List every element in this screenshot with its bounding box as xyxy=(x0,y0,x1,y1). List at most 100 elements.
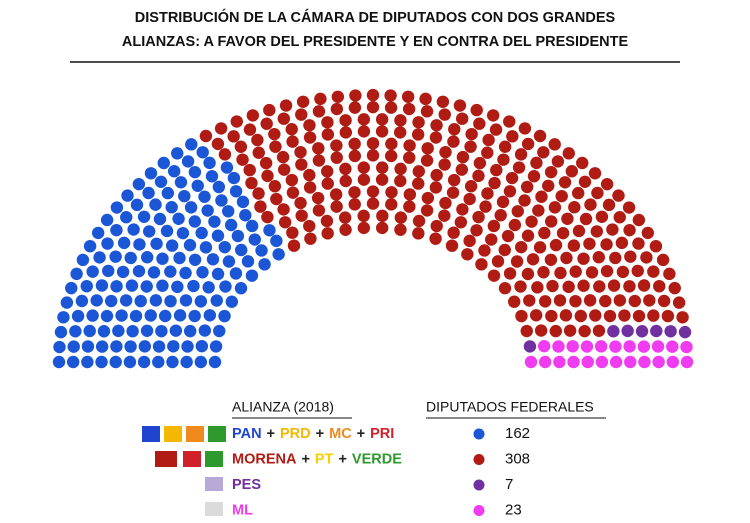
seat xyxy=(110,223,123,237)
seat xyxy=(510,255,524,268)
seat xyxy=(618,309,631,322)
seat xyxy=(651,340,665,353)
seat xyxy=(672,296,686,309)
seat xyxy=(321,128,335,141)
seat xyxy=(181,340,194,353)
seat xyxy=(590,225,603,238)
seat xyxy=(572,224,586,238)
seat xyxy=(53,340,66,354)
seat xyxy=(552,340,565,353)
seat xyxy=(569,294,582,308)
seat xyxy=(86,309,99,322)
seat xyxy=(202,281,215,294)
seat xyxy=(638,355,651,369)
seat xyxy=(463,192,476,206)
seat xyxy=(578,324,591,338)
seat xyxy=(110,280,123,293)
legend-header: DIPUTADOS FEDERALES xyxy=(426,399,594,415)
seat xyxy=(668,281,681,295)
seat xyxy=(330,151,343,164)
seat xyxy=(375,221,389,235)
seat xyxy=(420,105,434,118)
seat xyxy=(188,215,202,228)
seat xyxy=(165,201,178,214)
seat xyxy=(653,279,666,293)
seat xyxy=(185,138,198,151)
seat xyxy=(592,250,606,264)
seat xyxy=(179,266,192,280)
seat xyxy=(254,200,267,213)
legend-part: + xyxy=(338,451,346,467)
seat xyxy=(174,176,188,189)
seat xyxy=(295,108,308,121)
seat xyxy=(116,265,130,279)
seat xyxy=(245,176,258,190)
seat xyxy=(394,162,407,176)
seat xyxy=(663,267,676,281)
seat xyxy=(100,213,114,227)
seat xyxy=(241,255,255,268)
seat xyxy=(376,161,389,174)
seat xyxy=(243,163,256,177)
seat xyxy=(411,128,425,141)
seat xyxy=(436,95,450,108)
seat xyxy=(208,355,222,369)
seat xyxy=(580,340,594,353)
seat xyxy=(567,239,581,252)
seat xyxy=(339,162,352,176)
seat xyxy=(110,340,123,353)
seat xyxy=(304,232,317,245)
seat xyxy=(117,236,131,250)
seat xyxy=(623,340,636,353)
seat xyxy=(167,340,180,353)
seat xyxy=(556,226,570,240)
seat xyxy=(548,201,562,214)
seat xyxy=(498,243,511,257)
seat xyxy=(527,170,541,183)
seat xyxy=(196,146,209,159)
seat xyxy=(593,280,606,293)
seat xyxy=(295,209,308,222)
seat xyxy=(385,186,398,199)
seat xyxy=(349,89,362,102)
seat xyxy=(542,179,555,192)
seat xyxy=(637,340,651,353)
seat xyxy=(553,294,567,307)
seat xyxy=(121,189,134,202)
seat xyxy=(609,251,622,265)
seat xyxy=(637,279,651,292)
seat xyxy=(506,130,519,143)
seat xyxy=(227,130,240,143)
seat xyxy=(538,226,551,240)
seat xyxy=(512,161,526,174)
seat xyxy=(621,324,634,338)
seat xyxy=(229,185,243,198)
seat-count: 7 xyxy=(505,476,513,493)
seat xyxy=(143,225,156,238)
seat xyxy=(488,176,501,190)
seat xyxy=(623,223,636,237)
seat xyxy=(100,309,114,323)
seat xyxy=(169,324,183,337)
seat xyxy=(505,171,519,185)
seat xyxy=(203,156,216,170)
seat xyxy=(613,211,626,224)
seat xyxy=(110,201,124,214)
seat xyxy=(641,226,655,240)
seat xyxy=(60,296,74,309)
seat xyxy=(412,177,425,190)
seat xyxy=(666,355,680,369)
legend-part: MORENA xyxy=(232,451,297,467)
seat xyxy=(348,101,362,114)
seat xyxy=(198,324,212,337)
seat xyxy=(487,269,501,282)
seat xyxy=(120,211,133,224)
seat xyxy=(475,258,488,271)
seat xyxy=(357,113,371,126)
seat xyxy=(171,280,184,294)
seat xyxy=(591,186,604,200)
seat xyxy=(104,294,118,308)
seat xyxy=(161,186,175,200)
seat xyxy=(155,324,168,338)
seat xyxy=(260,117,273,130)
